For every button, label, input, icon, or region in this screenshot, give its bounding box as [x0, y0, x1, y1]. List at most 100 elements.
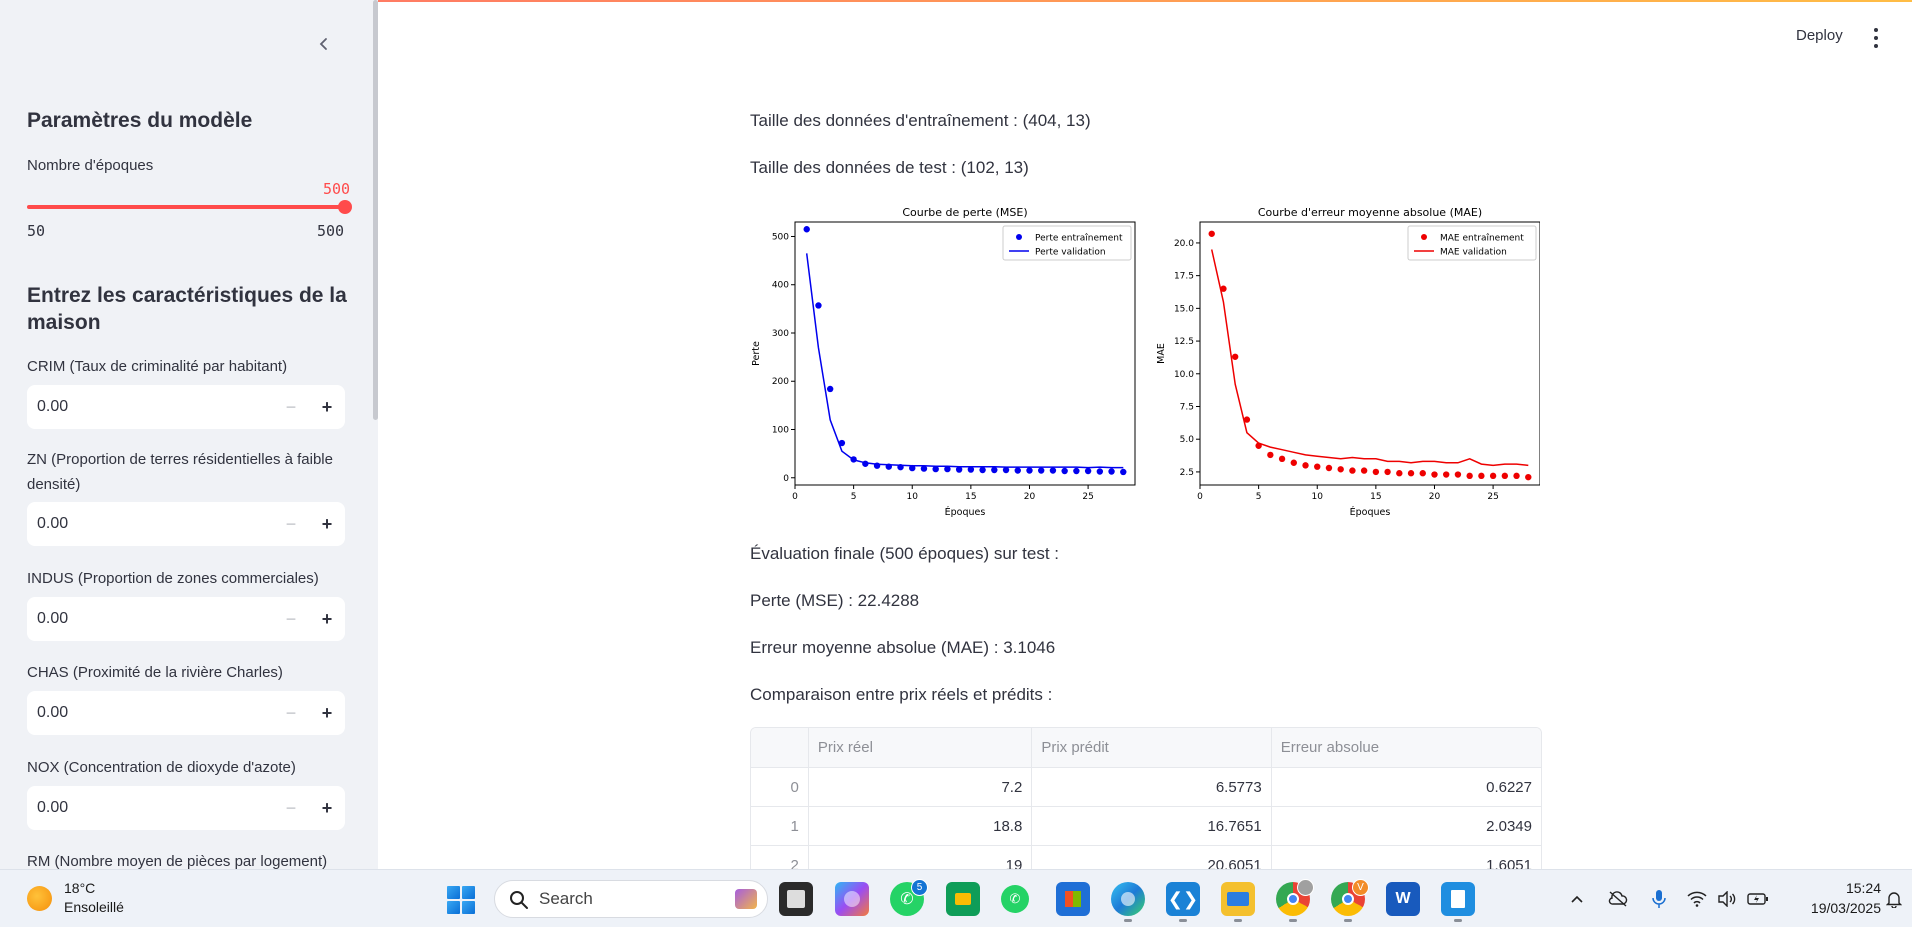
- zn-decrement-button[interactable]: −: [285, 513, 297, 534]
- crim-input[interactable]: 0.00 − +: [27, 385, 345, 429]
- whatsapp-app[interactable]: ✆ 5: [890, 879, 928, 916]
- whatsapp-badge: 5: [911, 879, 928, 896]
- table-cell[interactable]: 7.2: [807, 768, 1031, 806]
- table-cell[interactable]: 2.0349: [1270, 807, 1541, 845]
- wifi-tray[interactable]: [1685, 887, 1709, 911]
- loss-y-tick-label: 500: [772, 232, 789, 242]
- table-row: 0 7.2 6.5773 0.6227: [751, 767, 1541, 806]
- crim-decrement-button[interactable]: −: [285, 396, 297, 417]
- zn-increment-button[interactable]: +: [321, 513, 333, 534]
- chrome-app-profile-1[interactable]: [1276, 879, 1314, 916]
- indus-decrement-button[interactable]: −: [285, 608, 297, 629]
- mae-train-point: [1267, 451, 1274, 459]
- loss-y-tick-label: 100: [772, 426, 789, 436]
- indus-value[interactable]: 0.00: [37, 610, 69, 627]
- sidebar-scrollbar[interactable]: [373, 0, 378, 420]
- clock-date[interactable]: 19/03/2025: [1810, 900, 1881, 916]
- mae-legend-point-marker: [1421, 234, 1427, 240]
- chrome-app-profile-2[interactable]: V: [1331, 879, 1369, 916]
- volume-tray[interactable]: [1715, 887, 1739, 911]
- table-cell[interactable]: 18.8: [807, 807, 1031, 845]
- indus-increment-button[interactable]: +: [321, 608, 333, 629]
- chas-input[interactable]: 0.00 − +: [27, 691, 345, 735]
- taskbar-search-box[interactable]: Search: [494, 880, 768, 918]
- microsoft-store-app[interactable]: [1056, 882, 1090, 916]
- clock-time[interactable]: 15:24: [1845, 880, 1881, 896]
- mae-y-tick-label: 7.5: [1180, 402, 1194, 412]
- task-view-app[interactable]: [779, 882, 813, 916]
- edge-app[interactable]: [1111, 882, 1145, 916]
- weather-description[interactable]: Ensoleillé: [64, 899, 124, 915]
- speaker-icon: [1718, 891, 1736, 907]
- nox-increment-button[interactable]: +: [321, 797, 333, 818]
- train-size-text: Taille des données d'entraînement : (404…: [750, 111, 1091, 130]
- windows-logo-icon: [462, 901, 475, 914]
- edge-icon: [1121, 892, 1135, 906]
- battery-tray[interactable]: [1746, 887, 1770, 911]
- table-cell[interactable]: 16.7651: [1031, 807, 1270, 845]
- epochs-slider-thumb[interactable]: [338, 200, 352, 214]
- folder-icon: [1227, 892, 1249, 906]
- whatsapp-web-app[interactable]: ✆: [1001, 885, 1029, 913]
- main-menu-button[interactable]: [1868, 28, 1884, 48]
- sun-weather-icon[interactable]: [27, 886, 52, 911]
- zn-value[interactable]: 0.00: [37, 515, 69, 532]
- table-cell[interactable]: 0.6227: [1270, 768, 1541, 806]
- vscode-app[interactable]: ❮❯: [1166, 882, 1200, 916]
- copilot-app[interactable]: [835, 882, 869, 916]
- loss-legend: [1002, 225, 1132, 261]
- nox-label: NOX (Concentration de dioxyde d'azote): [27, 759, 296, 776]
- mae-train-point: [1407, 470, 1415, 477]
- table-cell-index: 2: [790, 856, 799, 874]
- final-eval-text: Évaluation finale (500 époques) sur test…: [750, 544, 1060, 563]
- word-app[interactable]: W: [1386, 882, 1420, 916]
- mae-train-point: [1396, 470, 1403, 477]
- collapse-sidebar-button[interactable]: [312, 32, 336, 56]
- windows-logo-icon: [447, 901, 460, 914]
- mae-x-tick-label: 10: [1312, 492, 1324, 502]
- onedrive-tray[interactable]: [1606, 887, 1630, 911]
- table-cell[interactable]: 6.5773: [1031, 768, 1270, 806]
- mae-x-tick-label: 15: [1370, 492, 1381, 502]
- table-header-absolute-error[interactable]: Erreur absolue: [1270, 728, 1541, 767]
- mae-train-point: [1525, 473, 1532, 481]
- cloud-off-icon: [1608, 891, 1628, 907]
- chevron-up-icon: [1571, 895, 1583, 903]
- crim-value[interactable]: 0.00: [37, 398, 69, 415]
- deploy-button[interactable]: Deploy: [1796, 27, 1843, 44]
- search-icon: [510, 891, 528, 909]
- whatsapp-icon: ✆: [900, 891, 914, 908]
- indus-input[interactable]: 0.00 − +: [27, 597, 345, 641]
- mae-y-tick-label: 5.0: [1180, 435, 1195, 445]
- table-header-predicted-price[interactable]: Prix prédit: [1031, 728, 1270, 767]
- microphone-icon: [1652, 890, 1666, 908]
- mae-y-tick-label: 10.0: [1174, 370, 1194, 380]
- chas-label: CHAS (Proximité de la rivière Charles): [27, 664, 283, 681]
- notifications-button[interactable]: [1882, 887, 1906, 911]
- chas-value[interactable]: 0.00: [37, 704, 69, 721]
- meet-app[interactable]: [946, 882, 980, 916]
- epochs-slider-track[interactable]: [27, 205, 345, 209]
- table-header-row: Prix réel Prix prédit Erreur absolue: [751, 728, 1541, 767]
- microphone-tray[interactable]: [1647, 887, 1671, 911]
- nox-input[interactable]: 0.00 − +: [27, 786, 345, 830]
- chas-increment-button[interactable]: +: [321, 702, 333, 723]
- mae-train-point: [1278, 455, 1286, 463]
- table-header-index[interactable]: [751, 728, 808, 767]
- mae-train-point: [1290, 459, 1297, 466]
- nox-decrement-button[interactable]: −: [285, 797, 297, 818]
- weather-temperature[interactable]: 18°C: [64, 880, 96, 896]
- zn-input[interactable]: 0.00 − +: [27, 502, 345, 546]
- start-button[interactable]: [447, 886, 475, 914]
- loss-validation-line: [805, 253, 1124, 469]
- mae-train-point: [1384, 468, 1391, 476]
- notepad-app[interactable]: [1441, 882, 1475, 916]
- show-hidden-icons-button[interactable]: [1565, 887, 1589, 911]
- nox-value[interactable]: 0.00: [37, 799, 69, 816]
- loss-x-tick-label: 0: [792, 492, 798, 502]
- crim-increment-button[interactable]: +: [321, 396, 333, 417]
- file-explorer-app[interactable]: [1221, 882, 1255, 916]
- loss-train-point: [826, 385, 834, 393]
- chas-decrement-button[interactable]: −: [285, 702, 297, 723]
- table-header-real-price[interactable]: Prix réel: [807, 728, 1031, 767]
